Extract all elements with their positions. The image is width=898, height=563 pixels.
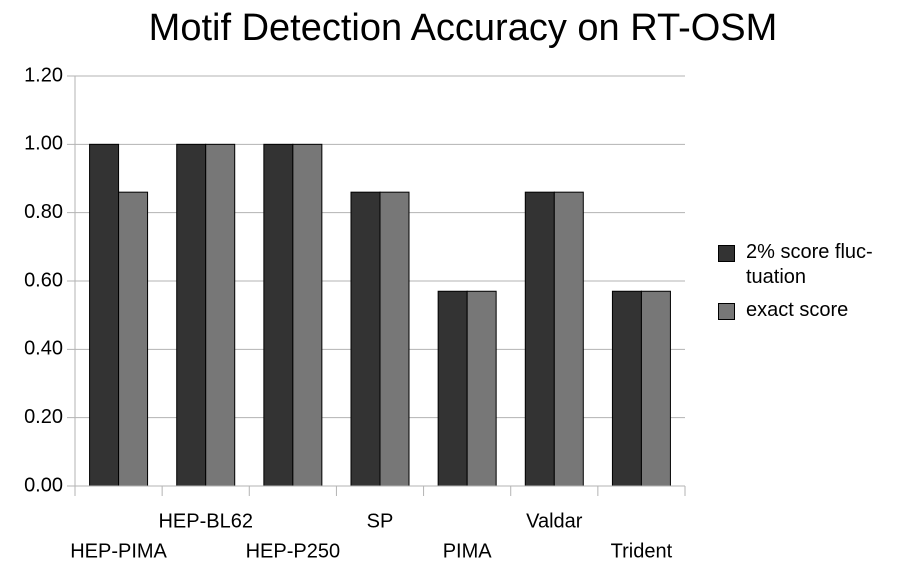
y-tick-label: 1.20 (24, 64, 63, 86)
bar (263, 143, 294, 487)
bar (350, 191, 381, 487)
x-tick-label: Valdar (526, 510, 583, 532)
legend-item: exact score (718, 298, 886, 323)
legend: 2% score fluc-tuation exact score (718, 240, 886, 331)
bar (640, 290, 671, 487)
legend-label: 2% score fluc-tuation (746, 241, 873, 288)
chart-title: Motif Detection Accuracy on RT-OSM (149, 7, 778, 49)
bar (176, 143, 207, 487)
legend-swatch (718, 303, 735, 320)
bar (524, 191, 555, 487)
bar (292, 143, 323, 487)
legend-label: exact score (746, 299, 849, 321)
x-tick-label: PIMA (443, 540, 493, 562)
y-tick-label: 1.00 (24, 133, 63, 155)
legend-swatch (718, 245, 735, 262)
bar (205, 143, 236, 487)
bar (437, 290, 468, 487)
x-tick-label: SP (367, 510, 394, 532)
y-tick-label: 0.40 (24, 338, 63, 360)
bar (553, 191, 584, 487)
legend-item: 2% score fluc-tuation (718, 240, 886, 290)
bar (611, 290, 642, 487)
y-tick-label: 0.60 (24, 269, 63, 291)
bar (466, 290, 497, 487)
bar (89, 143, 120, 487)
x-tick-label: Trident (611, 540, 673, 562)
x-tick-label: HEP-P250 (246, 540, 341, 562)
x-tick-label: HEP-PIMA (70, 540, 167, 562)
y-tick-label: 0.00 (24, 474, 63, 496)
bar (379, 191, 410, 487)
y-tick-label: 0.20 (24, 406, 63, 428)
bar (118, 191, 149, 487)
x-tick-label: HEP-BL62 (158, 510, 253, 532)
y-tick-label: 0.80 (24, 201, 63, 223)
